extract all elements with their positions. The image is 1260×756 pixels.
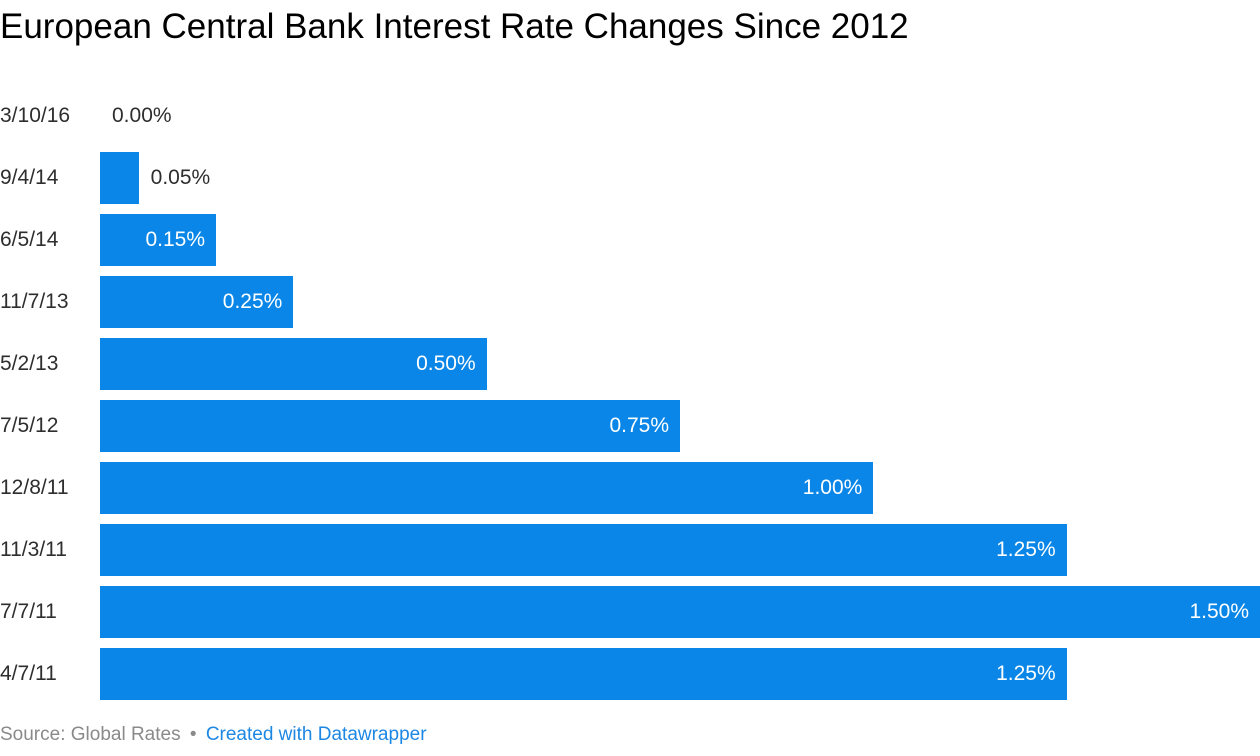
date-label: 6/5/14 [0,228,59,251]
bar-row: 7/5/12 0.75% [0,400,1260,452]
date-label: 4/7/11 [0,662,57,685]
date-label: 11/3/11 [0,538,67,561]
bar-area: 0.75% [100,400,1260,452]
bar: 0.50% [100,338,487,390]
value-label: 0.05% [150,166,211,189]
footer-separator: • [189,724,197,745]
bar-area: 0.15% [100,214,1260,266]
value-label: 0.25% [222,290,283,313]
bar-row: 9/4/14 0.05% [0,152,1260,204]
value-label: 1.50% [1189,600,1249,623]
date-label: 5/2/13 [0,352,59,375]
bar-area: 0.00% [100,90,1260,142]
date-label: 3/10/16 [0,104,71,127]
value-label: 0.75% [609,414,669,437]
date-label: 7/7/11 [0,600,57,623]
bar-row: 5/2/13 0.50% [0,338,1260,390]
bar: 0.15% [100,214,216,266]
bar: 1.50% [100,586,1260,638]
chart-title: European Central Bank Interest Rate Chan… [0,7,909,46]
value-label: 0.00% [112,104,172,127]
value-label: 1.25% [996,538,1056,561]
source-text: Source: Global Rates [0,724,181,745]
date-label: 9/4/14 [0,166,59,189]
bar-row: 11/7/13 0.25% [0,276,1260,328]
bar-area: 1.25% [100,648,1260,700]
date-label: 12/8/11 [0,476,69,499]
bar-area: 1.25% [100,524,1260,576]
chart-footer: Source: Global Rates • Created with Data… [0,724,1260,746]
bar-area: 0.25% [100,276,1260,328]
value-label: 0.15% [145,228,205,251]
datawrapper-link[interactable]: Created with Datawrapper [205,724,427,745]
value-label: 0.50% [416,352,476,375]
date-label: 11/7/13 [0,290,69,313]
bar-area: 0.50% [100,338,1260,390]
bar-row: 6/5/14 0.15% [0,214,1260,266]
bar: 1.00% [100,462,874,514]
bar-row: 11/3/11 1.25% [0,524,1260,576]
bar-rows: 3/10/16 0.00% 9/4/14 0.05% 6/5/14 0.15% … [0,90,1260,700]
bar: 0.25% [100,276,294,328]
value-label: 1.00% [802,476,863,499]
bar-row: 4/7/11 1.25% [0,648,1260,700]
bar-area: 0.05% [100,152,1260,204]
bar-row: 3/10/16 0.00% [0,90,1260,142]
bar-row: 7/7/11 1.50% [0,586,1260,638]
bar: 0.75% [100,400,680,452]
bar-area: 1.00% [100,462,1260,514]
bar-area: 1.50% [100,586,1260,638]
date-label: 7/5/12 [0,414,59,437]
bar: 1.25% [100,648,1067,700]
bar [100,152,139,204]
bar: 1.25% [100,524,1067,576]
bar-row: 12/8/11 1.00% [0,462,1260,514]
value-label: 1.25% [996,662,1056,685]
